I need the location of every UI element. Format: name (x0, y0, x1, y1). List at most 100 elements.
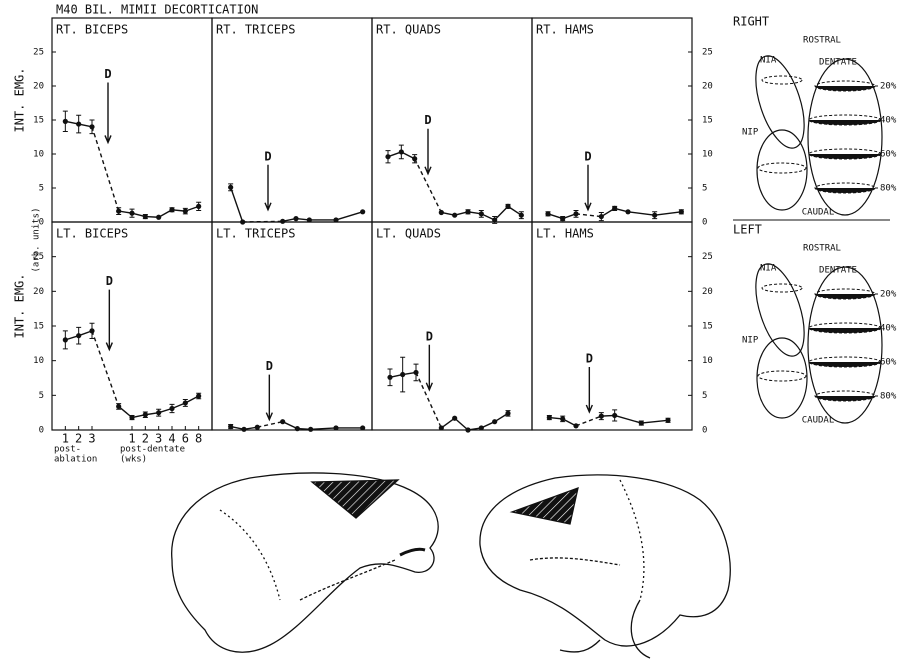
data-point (294, 426, 300, 432)
panel-frame (531, 221, 693, 431)
lesion (809, 328, 881, 333)
panel-frame (371, 221, 533, 431)
nia-nucleus (755, 55, 805, 149)
lesion (815, 86, 875, 91)
y-tick-label: 5 (39, 391, 44, 401)
x-group-label: post- (54, 445, 81, 455)
y-tick-label: 5 (702, 391, 707, 401)
nip-slice (757, 370, 807, 382)
error-bar (638, 420, 644, 426)
line-segment (282, 421, 298, 430)
panel-frame (211, 221, 373, 431)
error-bar (505, 203, 511, 209)
error-bar (546, 414, 552, 421)
nip-label: NIP (742, 336, 759, 346)
x-tick-label: 1 (128, 432, 135, 446)
error-bar (62, 110, 68, 133)
error-bar (505, 410, 511, 417)
y-tick-label: 0 (702, 426, 707, 436)
y-tick-label: 20 (33, 287, 44, 297)
y-tick-label: 15 (33, 116, 44, 126)
data-point (254, 424, 260, 430)
annotation: D (586, 351, 593, 365)
y-tick-label: 10 (702, 150, 713, 160)
error-bar (89, 322, 95, 339)
annotation: D (106, 274, 113, 288)
y-tick-label: 5 (39, 184, 44, 194)
data-point (625, 209, 631, 215)
y-tick-label: 15 (702, 116, 713, 126)
error-bar (182, 398, 188, 407)
error-bar (76, 326, 82, 345)
annotation: D (584, 149, 591, 163)
error-bar (169, 207, 175, 213)
dentate-label: DENTATE (819, 266, 857, 276)
line-segment (627, 211, 655, 216)
brain-right (479, 474, 731, 659)
y-tick-label: 0 (39, 426, 44, 436)
error-bar (182, 207, 188, 215)
line-segment (507, 205, 522, 216)
data-point (478, 425, 484, 431)
dentate-arrow (584, 164, 592, 212)
level-label: 40% (880, 116, 897, 126)
error-bar (89, 119, 95, 135)
level-label: 80% (880, 392, 897, 402)
error-bar (413, 363, 419, 382)
y-tick-label: 0 (702, 218, 707, 228)
line-segment (575, 213, 602, 218)
panel-title: LT. BICEPS (56, 227, 128, 241)
nip-nucleus (756, 129, 808, 211)
data-point (306, 217, 312, 223)
lesion (815, 294, 875, 299)
y-tick-label: 0 (39, 218, 44, 228)
error-bar (573, 209, 579, 218)
data-point (241, 426, 247, 432)
error-bar (612, 205, 618, 211)
error-bar (400, 356, 406, 393)
dentate-arrow (104, 82, 112, 145)
x-tick-label: 3 (88, 432, 95, 446)
x-tick-label: 4 (168, 432, 175, 446)
y-tick-label: 20 (33, 82, 44, 92)
error-bar (398, 144, 404, 160)
error-bar (62, 330, 68, 350)
nip-nucleus (756, 337, 808, 419)
y-tick-label: 10 (702, 356, 713, 366)
line-segment (440, 417, 456, 429)
data-point (280, 218, 286, 224)
nip-label: NIP (742, 128, 759, 138)
brain-left (171, 472, 439, 653)
line-segment (91, 330, 120, 407)
dentate-arrow (105, 289, 113, 352)
nia-label: NIA (760, 56, 777, 66)
panel-title: RT. BICEPS (56, 23, 128, 37)
data-point (333, 425, 339, 431)
lesion (809, 154, 881, 159)
panel-title: LT. TRICEPS (216, 227, 295, 241)
level-label: 40% (880, 324, 897, 334)
error-bar (518, 211, 524, 220)
panel-frame (531, 17, 693, 223)
error-bar (169, 403, 175, 414)
y-tick-label: 25 (33, 252, 44, 262)
y-tick-label: 20 (702, 82, 713, 92)
dentate-arrow (264, 164, 272, 212)
data-point (452, 415, 458, 421)
line-segment (614, 414, 642, 424)
data-point (465, 427, 471, 433)
y-tick-label: 15 (33, 322, 44, 332)
y-axis-label: INT. EMG. (13, 273, 27, 338)
line-segment (494, 412, 509, 423)
line-segment (414, 158, 442, 213)
figure-title: M40 BIL. MIMII DECORTICATION (56, 3, 258, 17)
level-label: 60% (880, 150, 897, 160)
caudal-label: CAUDAL (802, 208, 835, 218)
rostral-label: ROSTRAL (803, 244, 841, 254)
annotation: D (266, 359, 273, 373)
data-point (360, 209, 366, 215)
dentate-arrow (425, 344, 433, 392)
x-tick-label: 6 (182, 432, 189, 446)
error-bar (465, 209, 471, 215)
